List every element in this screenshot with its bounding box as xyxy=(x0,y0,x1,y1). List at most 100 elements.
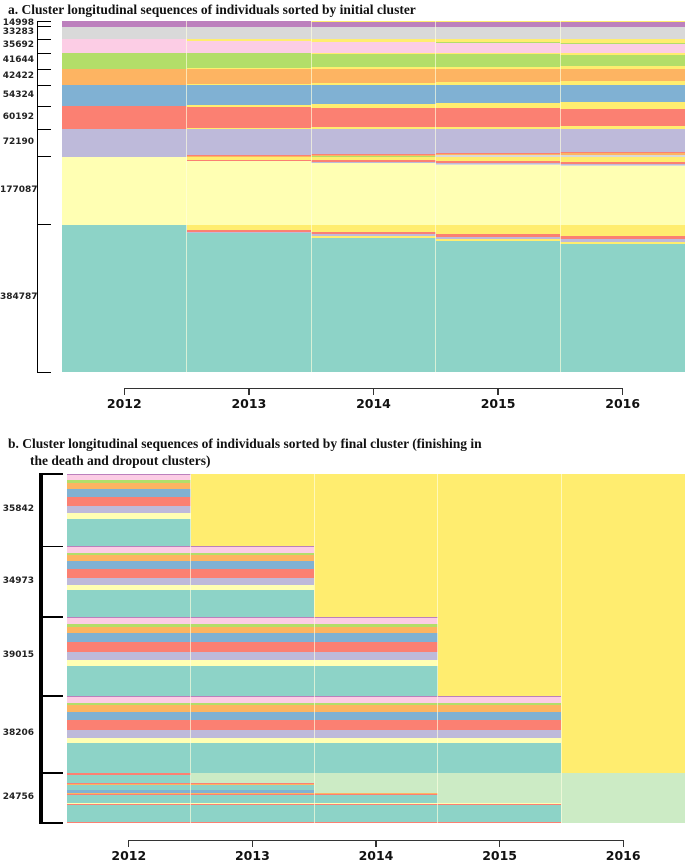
sequence-cell xyxy=(190,743,315,773)
sequence-cell xyxy=(437,474,562,547)
sequence-cell xyxy=(186,159,312,161)
sequence-cell xyxy=(435,126,561,130)
sequence-cell xyxy=(314,652,438,660)
sequence-cell xyxy=(311,67,436,70)
sequence-cell xyxy=(311,21,436,27)
x-axis-year-label-2012: 2012 xyxy=(106,396,142,411)
sequence-cell xyxy=(435,69,561,83)
sequence-cell xyxy=(560,156,685,162)
sequence-cell xyxy=(186,104,312,107)
sequence-cell xyxy=(435,241,561,372)
x-axis-year-label-2013: 2013 xyxy=(234,848,270,863)
sequence-cell xyxy=(560,38,685,40)
sequence-cell xyxy=(62,129,187,157)
sequence-cell xyxy=(190,623,315,627)
sequence-cell xyxy=(560,239,685,243)
sequence-cell xyxy=(311,42,436,54)
sequence-cell xyxy=(311,41,436,43)
sequence-cell xyxy=(561,782,685,793)
sequence-cell xyxy=(190,711,315,721)
sequence-cell xyxy=(314,720,438,731)
sequence-cell xyxy=(190,705,315,712)
sequence-cell xyxy=(186,85,312,105)
sequence-cell xyxy=(314,617,438,624)
sequence-cell xyxy=(560,161,685,164)
column-gridline xyxy=(313,474,315,823)
x-axis-year-label-2013: 2013 xyxy=(231,396,267,411)
sequence-cell xyxy=(311,160,436,162)
sequence-cell xyxy=(190,805,315,813)
sequence-cell xyxy=(560,43,685,54)
y-axis-cluster-label-33283: 33283 xyxy=(2,27,34,38)
sequence-cell xyxy=(560,165,685,167)
sequence-cell xyxy=(435,21,561,27)
sequence-cell xyxy=(62,106,187,130)
sequence-cell xyxy=(62,156,187,225)
sequence-cell xyxy=(67,720,191,731)
sequence-cell xyxy=(311,237,436,372)
sequence-cell xyxy=(67,793,191,796)
sequence-cell xyxy=(67,488,191,497)
sequence-cell xyxy=(67,496,191,507)
column-gridline xyxy=(437,474,439,823)
sequence-cell xyxy=(186,231,312,234)
sequence-cell xyxy=(314,792,438,794)
sequence-cell xyxy=(560,85,685,102)
x-axis-tick xyxy=(123,388,125,395)
sequence-cell xyxy=(435,42,561,54)
sequence-cell xyxy=(311,106,436,108)
sequence-cell xyxy=(186,155,312,157)
sequence-cell xyxy=(560,53,685,55)
x-axis-tick xyxy=(622,840,624,847)
y-axis-cluster-label-42422: 42422 xyxy=(2,71,34,82)
sequence-cell xyxy=(67,518,191,547)
sequence-cell xyxy=(560,101,685,107)
sequence-cell xyxy=(62,224,187,372)
sequence-cell xyxy=(186,156,312,160)
sequence-cell xyxy=(314,617,438,618)
sequence-cell xyxy=(67,802,191,805)
sequence-cell xyxy=(314,633,438,642)
x-axis-year-label-2015: 2015 xyxy=(480,396,516,411)
sequence-cell xyxy=(311,224,436,232)
sequence-cell xyxy=(560,106,685,109)
sequence-cell xyxy=(437,812,562,822)
sequence-cell xyxy=(190,792,315,794)
sequence-cell xyxy=(186,84,312,86)
sequence-cell xyxy=(67,812,191,822)
sequence-cell xyxy=(560,166,685,225)
sequence-cell xyxy=(67,821,191,823)
y-axis-cluster-label-24756: 24756 xyxy=(2,791,34,802)
sequence-cell xyxy=(190,804,315,806)
sequence-cell xyxy=(560,21,685,23)
column-gridline xyxy=(435,21,437,372)
sequence-cell xyxy=(67,568,191,578)
sequence-cell xyxy=(186,128,312,130)
sequence-cell xyxy=(190,720,315,731)
sequence-cell xyxy=(560,154,685,157)
x-axis-tick xyxy=(251,840,254,847)
sequence-cell xyxy=(190,589,315,618)
sequence-cell xyxy=(560,242,685,244)
y-axis-cluster-label-35692: 35692 xyxy=(2,40,34,51)
sequence-cell xyxy=(67,774,191,783)
y-axis-bracket-line xyxy=(39,474,43,823)
sequence-cell xyxy=(311,53,436,68)
sequence-cell xyxy=(190,695,315,697)
sequence-cell xyxy=(435,224,561,235)
sequence-cell xyxy=(561,617,685,696)
sequence-cell xyxy=(561,802,685,813)
y-axis-bracket-tick xyxy=(39,695,63,697)
sequence-cell xyxy=(67,552,191,556)
sequence-cell xyxy=(67,772,191,775)
sequence-cell xyxy=(311,162,436,225)
sequence-cell xyxy=(560,243,685,372)
sequence-cell xyxy=(311,103,436,107)
sequence-cell xyxy=(67,555,191,561)
sequence-cell xyxy=(314,812,438,822)
sequence-cell xyxy=(62,85,187,107)
sequence-cell xyxy=(67,804,191,806)
sequence-cell xyxy=(190,546,315,548)
sequence-cell xyxy=(67,641,191,652)
sequence-cell xyxy=(435,156,561,161)
